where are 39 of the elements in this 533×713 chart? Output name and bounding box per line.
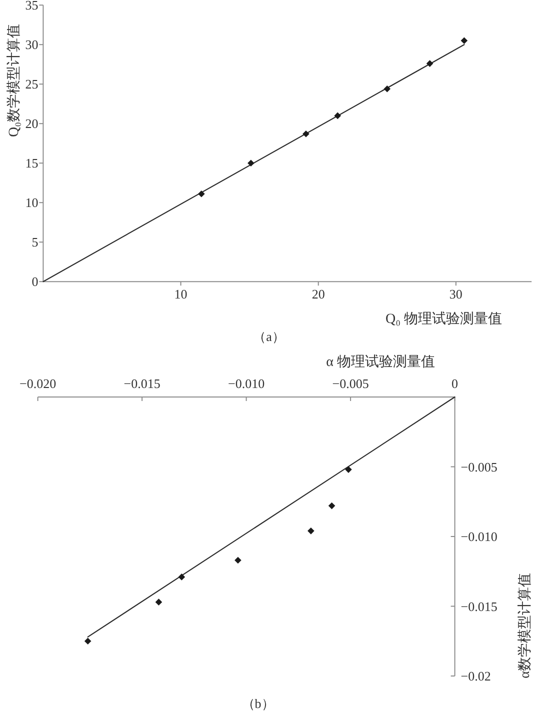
- point: [460, 37, 468, 44]
- x-tick-label: −0.015: [124, 376, 160, 391]
- x-axis-title: α 物理试验测量值: [326, 354, 435, 370]
- x-tick-label: 10: [174, 286, 188, 302]
- point: [334, 112, 342, 120]
- y-tick-label: 20: [25, 116, 38, 132]
- y-tick-label: −0.02: [460, 668, 491, 684]
- y-tick-label: −0.010: [460, 529, 498, 544]
- x-tick-label: −0.020: [20, 376, 56, 391]
- y-tick-label: 35: [25, 0, 38, 13]
- point: [84, 638, 92, 645]
- x-tick-label: −0.010: [228, 376, 265, 391]
- y-axis-title: α数学模型计算值: [517, 573, 533, 678]
- y-tick-label: −0.015: [460, 598, 498, 614]
- x-tick-label: 20: [312, 286, 325, 302]
- point: [302, 130, 310, 138]
- point: [155, 598, 162, 606]
- point: [345, 466, 352, 473]
- point: [308, 528, 314, 534]
- y-tick-label: 5: [32, 234, 38, 250]
- point: [234, 556, 242, 564]
- text: （b）: [242, 696, 274, 711]
- point: [178, 574, 186, 580]
- y-tick-label: −0.005: [460, 459, 498, 474]
- x-tick-label: 30: [449, 286, 462, 302]
- point: [328, 502, 336, 510]
- point: [426, 60, 434, 67]
- text: （a）: [253, 329, 285, 344]
- point: [384, 85, 391, 92]
- y-tick-label: 30: [25, 37, 38, 52]
- point: [248, 160, 254, 166]
- y-tick-label: 10: [25, 195, 38, 210]
- x-axis-title: Q₀ 物理试验测量值: [386, 311, 502, 327]
- y-tick-label: 0: [32, 274, 38, 290]
- y-tick-label: 25: [25, 76, 38, 92]
- x-tick-label: −0.005: [332, 376, 369, 391]
- point: [198, 190, 205, 198]
- y-tick-label: 15: [25, 156, 38, 171]
- y-axis-title: Q₀数学模型计算值: [6, 24, 22, 137]
